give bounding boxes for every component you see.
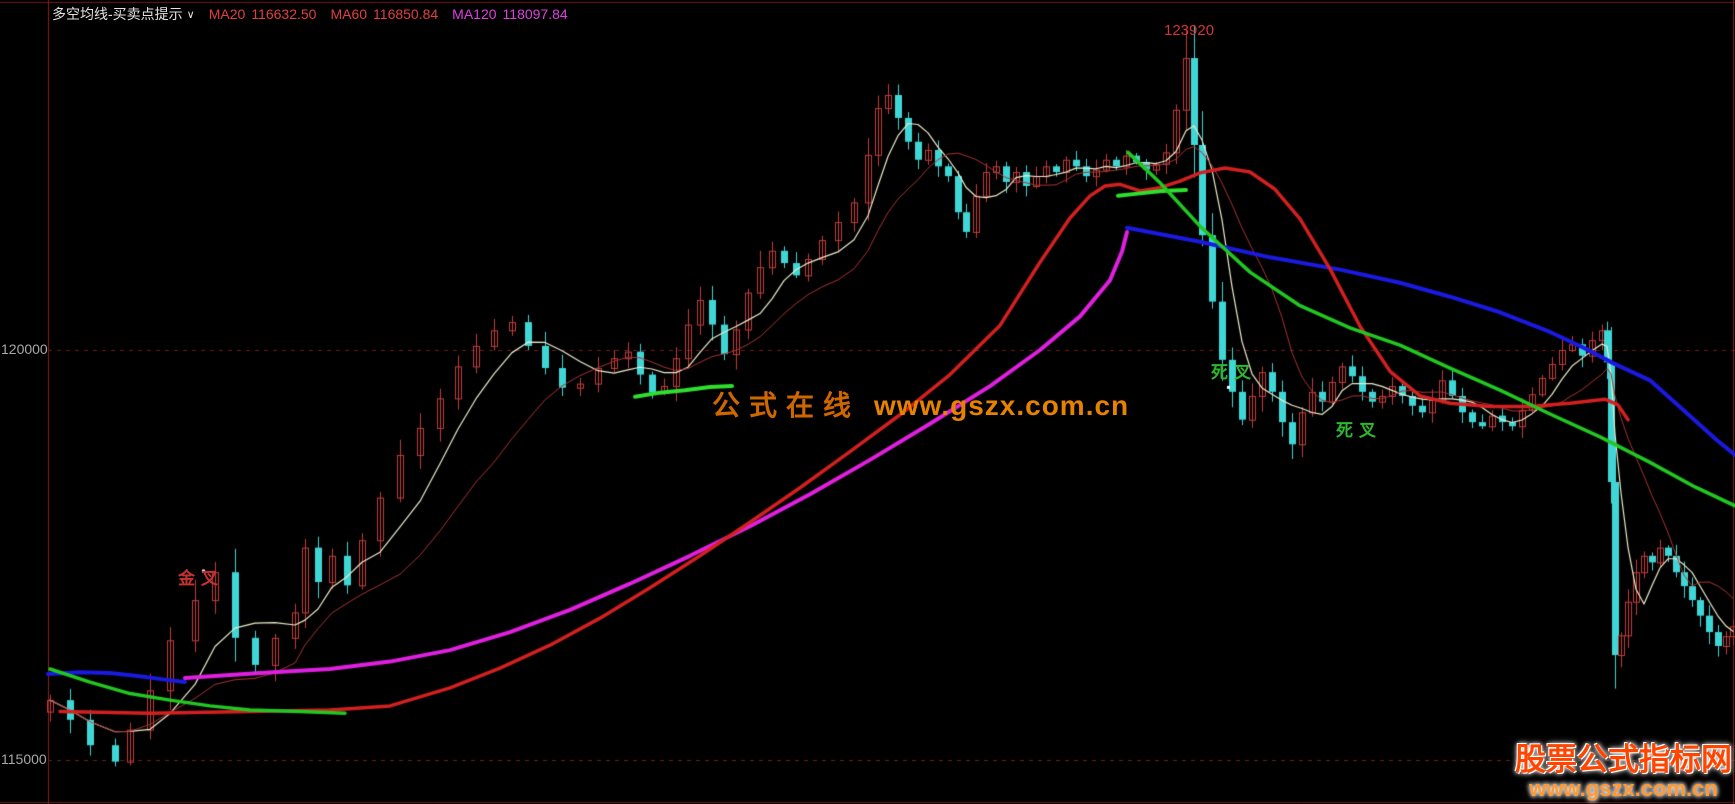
indicator-name-label: 多空均线-买卖点提示 <box>52 6 183 22</box>
ma120-label: MA120 <box>452 6 497 22</box>
death-cross-label-2: 死叉 <box>1336 421 1382 440</box>
center-watermark: 公式在线 www.gszx.com.cn <box>712 384 1129 424</box>
chevron-down-icon: ∨ <box>186 8 195 21</box>
ma20-readout: MA20 116632.50 <box>209 6 317 22</box>
ma60-label: MA60 <box>330 6 368 22</box>
golden-cross-label: 金叉 <box>178 569 224 588</box>
center-watermark-cn: 公式在线 <box>712 390 861 421</box>
ma120-readout: MA120 118097.84 <box>452 6 568 22</box>
indicator-header: 多空均线-买卖点提示 ∨ MA20 116632.50 MA60 116850.… <box>52 4 568 24</box>
death-cross-label-1: 死叉 <box>1211 363 1257 382</box>
ma20-value: 116632.50 <box>251 6 317 22</box>
y-axis-tick-115000: 115000 <box>1 751 47 767</box>
bottom-right-watermark-url: www.gszx.com.cn <box>1529 775 1718 801</box>
ma20-label: MA20 <box>208 6 246 22</box>
y-axis-tick-120000: 120000 <box>1 341 48 357</box>
peak-price-label: 123920 <box>1164 22 1215 39</box>
bottom-right-watermark-title: 股票公式指标网 <box>1515 742 1732 778</box>
indicator-name-dropdown[interactable]: 多空均线-买卖点提示 ∨ <box>52 4 195 24</box>
ma60-value: 116850.84 <box>373 6 439 22</box>
bottom-right-watermark: 股票公式指标网 www.gszx.com.cn <box>1515 744 1732 800</box>
ma60-readout: MA60 116850.84 <box>330 6 438 22</box>
ma120-value: 118097.84 <box>502 6 568 22</box>
center-watermark-url: www.gszx.com.cn <box>874 390 1130 421</box>
